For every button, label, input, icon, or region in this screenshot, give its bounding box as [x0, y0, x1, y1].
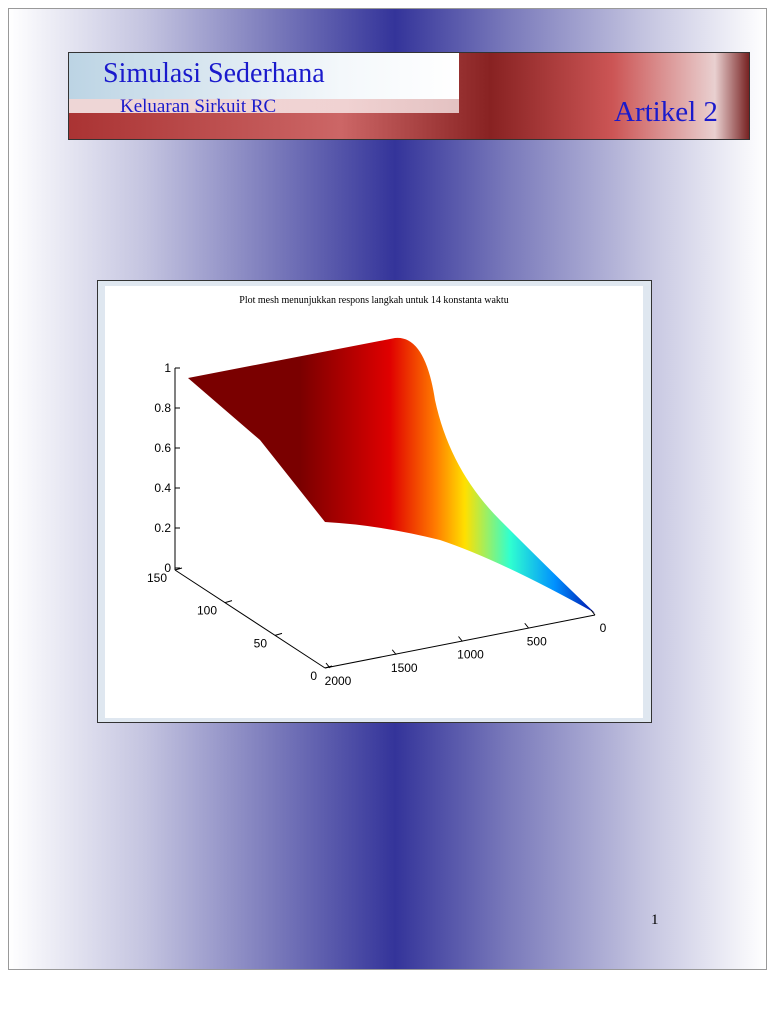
x-tick: [325, 662, 331, 669]
x-tick-label: 500: [527, 634, 547, 648]
z-tick-label: 0.6: [154, 441, 171, 455]
banner-highlight: [69, 99, 459, 113]
x-tick-label: 1500: [391, 661, 418, 675]
figure-title: Plot mesh menunjukkan respons langkah un…: [239, 295, 508, 306]
y-tick-label: 100: [197, 604, 217, 618]
x-tick: [524, 622, 530, 629]
z-tick-label: 0: [164, 561, 171, 575]
y-axis: [174, 569, 326, 669]
page-number: 1: [651, 912, 659, 928]
x-tick: [391, 649, 397, 656]
x-tick: [458, 636, 463, 642]
z-tick-label: 1: [164, 361, 171, 375]
y-tick: [174, 567, 183, 571]
article-label: Artikel 2: [614, 96, 718, 128]
banner: [68, 52, 750, 140]
z-tick-label: 0.8: [154, 401, 171, 415]
banner-highlight: [69, 53, 459, 99]
title: Simulasi Sederhana: [103, 58, 325, 89]
z-tick-label: 0.4: [154, 481, 171, 495]
x-tick-label: 1000: [457, 648, 484, 662]
y-tick: [274, 632, 283, 636]
subtitle: Keluaran Sirkuit RC: [120, 96, 277, 117]
y-tick: [324, 665, 333, 669]
x-axis: [324, 614, 596, 669]
x-tick-label: 0: [600, 621, 607, 635]
z-tick-label: 0.2: [154, 521, 171, 535]
y-tick-label: 0: [310, 669, 317, 683]
x-tick: [590, 609, 596, 616]
y-tick-label: 150: [147, 571, 167, 585]
y-tick: [224, 600, 233, 604]
x-tick-label: 2000: [325, 674, 352, 688]
y-tick-label: 50: [254, 636, 268, 650]
mesh-surface: [188, 337, 595, 613]
